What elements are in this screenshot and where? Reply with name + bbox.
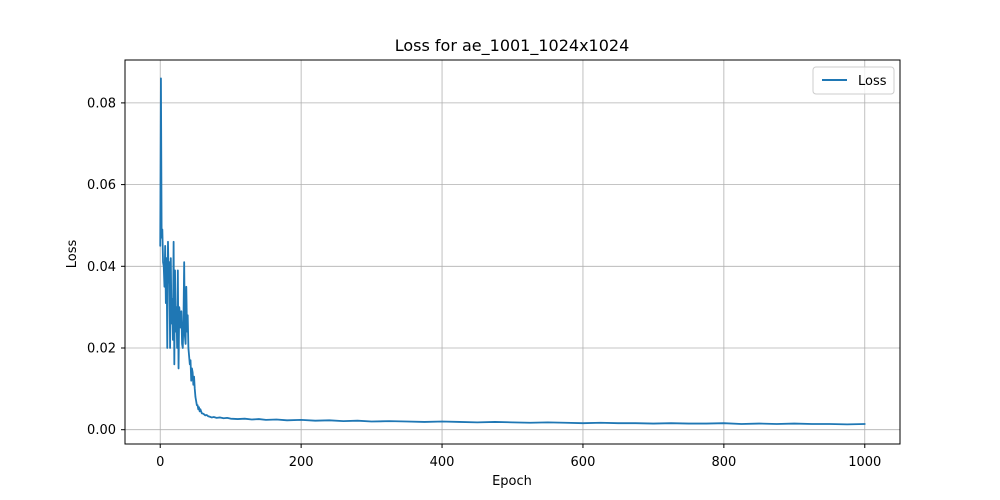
- series-layer: [159, 77, 866, 426]
- y-tick-label: 0.06: [87, 178, 116, 193]
- x-tick-label: 200: [289, 455, 314, 470]
- chart-title: Loss for ae_1001_1024x1024: [395, 36, 630, 56]
- legend-label-loss: Loss: [858, 74, 887, 89]
- x-tick-label: 1000: [848, 455, 881, 470]
- y-tick-label: 0.04: [87, 260, 116, 275]
- y-tick-label: 0.00: [87, 423, 116, 438]
- tick-layer: 0 200 400 600 800 1000 0.00 0.02 0.04 0.06 0.08: [87, 96, 881, 470]
- x-tick-label: 0: [156, 455, 164, 470]
- x-tick-label: 400: [430, 455, 455, 470]
- x-axis-label: Epoch: [492, 474, 532, 489]
- grid-layer: [125, 60, 900, 444]
- y-tick-label: 0.08: [87, 96, 116, 111]
- legend-box: [812, 66, 895, 95]
- legend: Loss: [812, 66, 895, 95]
- plot-area-frame: [124, 59, 901, 445]
- x-tick-label: 800: [711, 455, 736, 470]
- loss-series-line: [159, 77, 866, 426]
- y-tick-label: 0.02: [87, 342, 116, 357]
- y-axis-label: Loss: [65, 240, 80, 269]
- x-tick-label: 600: [571, 455, 596, 470]
